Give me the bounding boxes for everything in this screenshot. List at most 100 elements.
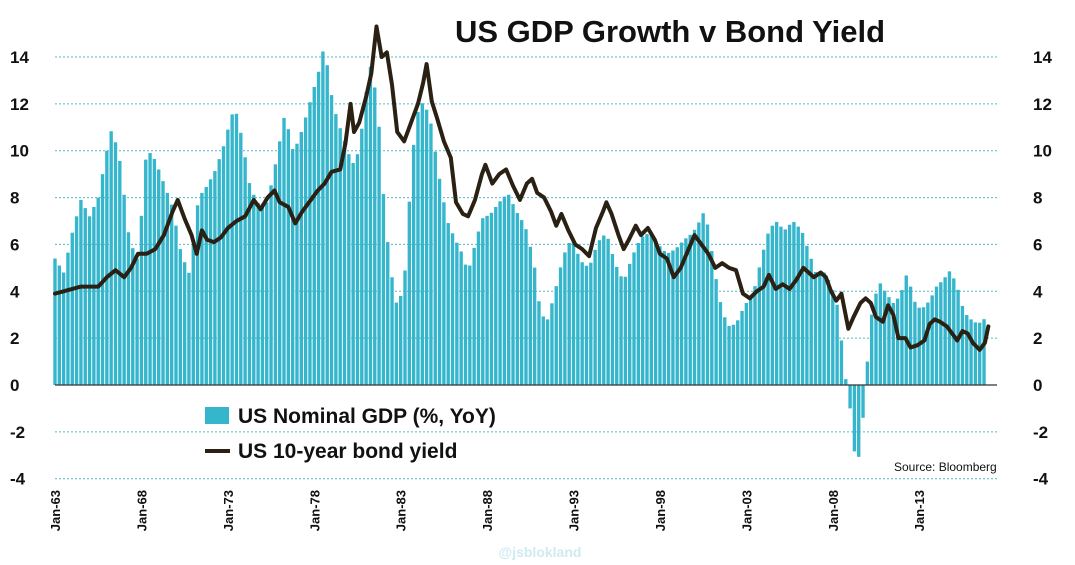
x-tick-label: Jan-93 bbox=[567, 490, 582, 531]
gdp-bar bbox=[303, 117, 308, 385]
chart-title: US GDP Growth v Bond Yield bbox=[455, 14, 885, 49]
gdp-bar bbox=[865, 361, 870, 385]
gdp-bar bbox=[666, 252, 671, 385]
y-tick-left: 12 bbox=[10, 95, 29, 114]
gdp-bar bbox=[450, 233, 455, 385]
gdp-bar bbox=[79, 199, 83, 385]
gdp-bar bbox=[494, 206, 498, 385]
x-tick-label: Jan-08 bbox=[826, 490, 841, 531]
gdp-bar bbox=[714, 279, 718, 385]
gdp-bar bbox=[757, 267, 762, 385]
y-tick-left: 4 bbox=[10, 282, 20, 301]
gdp-bar bbox=[978, 322, 982, 385]
gdp-bar bbox=[191, 243, 195, 385]
gdp-bar bbox=[597, 240, 602, 385]
gdp-bar bbox=[813, 271, 818, 385]
gdp-bar bbox=[157, 169, 161, 385]
gdp-bar bbox=[252, 194, 256, 385]
gdp-bar bbox=[468, 265, 472, 385]
gdp-bar bbox=[139, 215, 144, 385]
y-tick-right: 14 bbox=[1033, 48, 1052, 67]
gdp-bar bbox=[891, 303, 895, 385]
gdp-bar bbox=[973, 322, 978, 385]
gdp-bar bbox=[299, 131, 303, 385]
gdp-bar bbox=[290, 149, 295, 385]
gdp-bar bbox=[502, 196, 507, 385]
gdp-bar bbox=[766, 233, 770, 385]
gdp-bar bbox=[939, 282, 943, 385]
gdp-bar bbox=[61, 272, 66, 385]
x-tick-label: Jan-03 bbox=[739, 490, 754, 531]
gdp-bar bbox=[347, 154, 351, 385]
gdp-bar bbox=[221, 146, 226, 385]
gdp-bar bbox=[489, 212, 494, 385]
gdp-bar bbox=[679, 242, 684, 385]
gdp-bar bbox=[161, 181, 165, 385]
gdp-bar bbox=[870, 314, 874, 385]
gdp-bar bbox=[148, 153, 152, 385]
gdp-bar bbox=[507, 194, 511, 385]
gdp-bar bbox=[126, 232, 131, 385]
y-tick-left: 10 bbox=[10, 142, 29, 161]
y-tick-right: 2 bbox=[1033, 329, 1042, 348]
legend-swatch-gdp bbox=[205, 407, 229, 424]
gdp-bar bbox=[463, 264, 468, 385]
gdp-bar bbox=[243, 157, 247, 385]
gdp-bar bbox=[878, 283, 883, 385]
gdp-bar bbox=[195, 205, 200, 385]
x-tick-label: Jan-73 bbox=[221, 490, 236, 531]
gdp-bar bbox=[718, 302, 723, 385]
y-tick-left: 14 bbox=[10, 48, 29, 67]
y-tick-right: 12 bbox=[1033, 95, 1052, 114]
x-tick-label: Jan-68 bbox=[134, 490, 149, 531]
gdp-bar bbox=[550, 303, 554, 385]
gdp-bar bbox=[373, 87, 377, 386]
gdp-bar bbox=[749, 297, 753, 385]
gdp-bar bbox=[515, 213, 520, 385]
y-tick-right: -4 bbox=[1033, 470, 1049, 489]
gdp-bar bbox=[826, 279, 831, 385]
y-tick-left: -4 bbox=[10, 470, 26, 489]
gdp-bar bbox=[857, 385, 861, 457]
gdp-bar bbox=[381, 194, 386, 385]
gdp-bar bbox=[476, 231, 481, 385]
gdp-bar bbox=[532, 267, 537, 385]
gdp-bar bbox=[399, 295, 403, 385]
gdp-bar bbox=[256, 202, 260, 385]
gdp-bar bbox=[424, 109, 429, 386]
gdp-bar bbox=[904, 275, 908, 385]
gdp-bar bbox=[770, 225, 774, 385]
gdp-bar bbox=[675, 247, 679, 385]
gdp-bar bbox=[710, 250, 714, 385]
gdp-bar bbox=[208, 179, 213, 385]
gdp-bar bbox=[325, 65, 329, 385]
gdp-bar bbox=[386, 242, 390, 385]
gdp-bar bbox=[831, 290, 835, 385]
gdp-bar bbox=[818, 275, 822, 385]
gdp-bar bbox=[537, 301, 541, 385]
source-note: Source: Bloomberg bbox=[894, 460, 997, 474]
y-tick-left: -2 bbox=[10, 423, 25, 442]
gdp-bar bbox=[567, 243, 571, 385]
gdp-bar bbox=[541, 316, 545, 385]
gdp-bar bbox=[394, 302, 399, 385]
gdp-bars bbox=[53, 51, 986, 457]
x-tick-label: Jan-98 bbox=[653, 490, 668, 531]
gdp-bar bbox=[433, 151, 437, 385]
gdp-bar bbox=[761, 249, 766, 385]
gdp-bar bbox=[273, 164, 278, 385]
gdp-bar bbox=[122, 194, 126, 385]
watermark-handle: @jsblokland bbox=[499, 544, 582, 560]
gdp-bar bbox=[835, 304, 839, 385]
gdp-bar bbox=[640, 236, 645, 385]
gdp-bar bbox=[295, 143, 299, 385]
gdp-bar bbox=[351, 163, 355, 385]
gdp-bar bbox=[472, 247, 476, 385]
gdp-bar bbox=[593, 249, 597, 385]
gdp-bar bbox=[308, 102, 312, 385]
gdp-bar bbox=[105, 150, 109, 385]
gdp-bar bbox=[684, 238, 688, 385]
gdp-bar bbox=[53, 258, 57, 385]
gdp-bar bbox=[213, 171, 217, 385]
gdp-bar bbox=[174, 225, 178, 385]
